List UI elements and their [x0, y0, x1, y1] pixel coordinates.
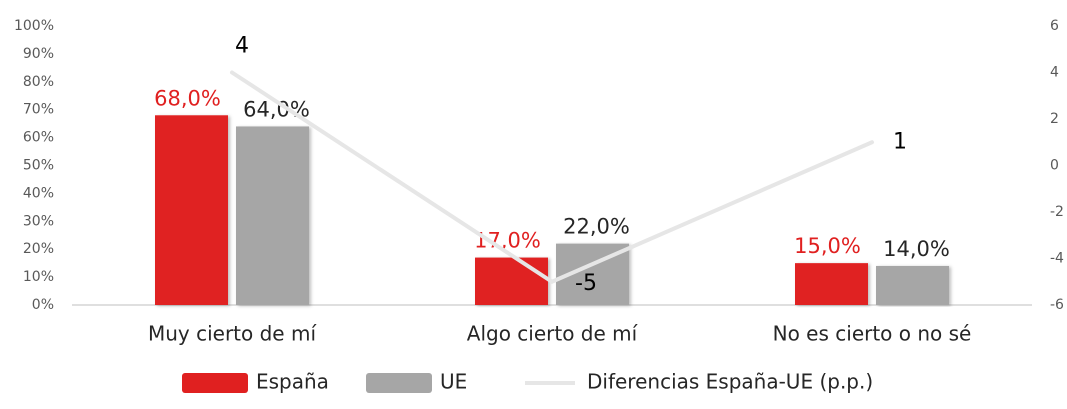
x-tick-label: No es cierto o no sé — [773, 322, 972, 346]
legend-swatch — [366, 373, 432, 393]
line — [230, 70, 874, 285]
y2-tick-label: 0 — [1050, 158, 1059, 174]
bar — [795, 263, 868, 305]
y-tick-label: 80% — [23, 74, 54, 90]
y2-tick-label: 4 — [1050, 65, 1059, 81]
data-label: 17,0% — [474, 229, 541, 253]
x-tick-label: Algo cierto de mí — [467, 322, 639, 346]
y-tick-label: 40% — [23, 185, 54, 201]
data-label: 22,0% — [563, 215, 630, 239]
line-label: 4 — [235, 34, 249, 59]
data-label: 68,0% — [154, 86, 221, 110]
y-tick-label: 70% — [23, 102, 54, 118]
y-tick-label: 0% — [32, 297, 54, 313]
y-tick-label: 60% — [23, 130, 54, 146]
bar — [236, 126, 309, 305]
legend-label: Diferencias España-UE (p.p.) — [587, 370, 873, 394]
legend-label: UE — [440, 370, 467, 394]
y-tick-label: 90% — [23, 46, 54, 62]
y-tick-label: 10% — [23, 269, 54, 285]
y-tick-label: 20% — [23, 241, 54, 257]
y2-tick-label: 2 — [1050, 111, 1059, 127]
line-label: -5 — [575, 271, 597, 296]
y2-tick-label: -2 — [1050, 204, 1064, 220]
bar — [876, 265, 949, 305]
y-tick-label: 30% — [23, 213, 54, 229]
data-label: 15,0% — [794, 234, 861, 258]
y-tick-label: 50% — [23, 158, 54, 174]
y2-tick-label: -4 — [1050, 251, 1064, 267]
legend-swatch — [182, 373, 248, 393]
y-tick-label: 100% — [14, 18, 54, 34]
bar — [155, 115, 228, 305]
line-label: 1 — [893, 129, 907, 154]
bar — [475, 257, 548, 305]
legend-label: España — [256, 370, 329, 394]
x-tick-label: Muy cierto de mí — [148, 322, 317, 346]
y2-tick-label: 6 — [1050, 18, 1059, 34]
y2-tick-label: -6 — [1050, 297, 1064, 313]
data-label: 14,0% — [883, 237, 950, 261]
